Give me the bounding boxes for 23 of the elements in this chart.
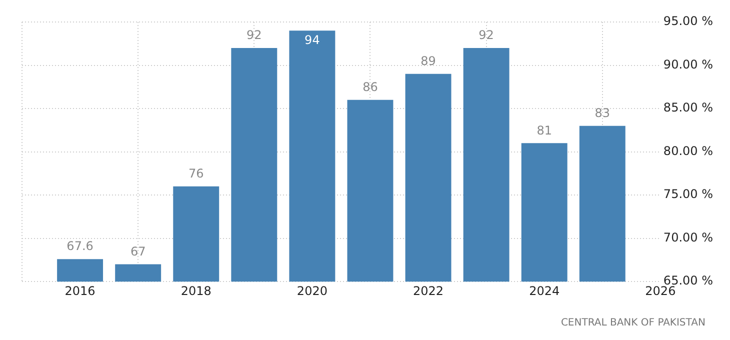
y-tick-label: 80.00 % xyxy=(663,144,714,158)
x-tick-label: 2026 xyxy=(645,284,676,298)
data-label: 83 xyxy=(594,106,610,120)
x-tick-label: 2022 xyxy=(413,284,444,298)
data-label: 92 xyxy=(246,28,262,42)
x-tick-label: 2020 xyxy=(296,284,328,298)
data-label: 67.6 xyxy=(66,239,94,254)
data-label: 92 xyxy=(478,28,494,42)
y-tick-label: 95.00 % xyxy=(663,14,714,28)
data-label: 81 xyxy=(536,123,552,138)
data-label: 86 xyxy=(362,80,378,94)
data-label: 94 xyxy=(304,32,320,47)
y-tick-label: 90.00 % xyxy=(663,57,714,72)
x-tick-label: 2016 xyxy=(64,284,96,298)
x-tick-label: 2024 xyxy=(529,284,560,298)
y-tick-label: 70.00 % xyxy=(663,230,714,244)
data-label: 67 xyxy=(130,244,146,258)
data-label: 76 xyxy=(188,166,204,181)
y-tick-label: 75.00 % xyxy=(663,187,714,202)
text: CENTRAL BANK OF PAKISTAN xyxy=(560,318,706,329)
x-tick-label: 2018 xyxy=(180,284,212,298)
data-label: 89 xyxy=(420,54,436,68)
y-tick-label: 85.00 % xyxy=(663,100,714,115)
